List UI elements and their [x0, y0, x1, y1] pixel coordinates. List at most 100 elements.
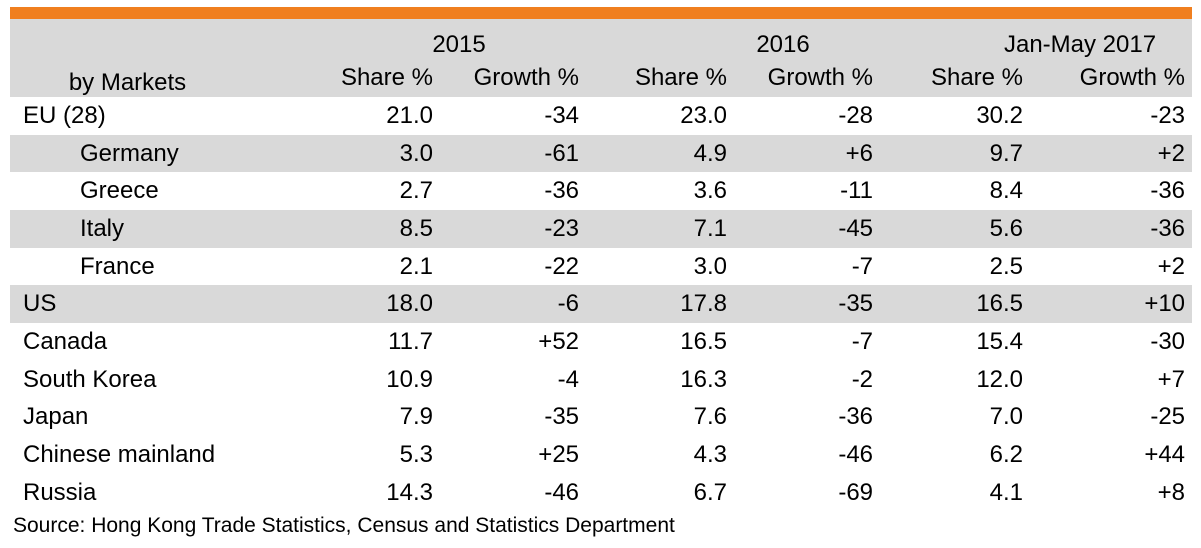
- share-2017: 6.2: [989, 441, 1024, 469]
- growth-2017: +8: [1157, 478, 1186, 506]
- table-header: by Markets 2015 2016 Jan-May 2017 Share …: [10, 19, 1193, 97]
- growth-2016: -2: [851, 365, 874, 393]
- share-2015: 2.7: [399, 177, 433, 205]
- market-name: EU (28): [23, 101, 106, 129]
- year-header-2017: Jan-May 2017: [1003, 31, 1157, 58]
- table-row: Chinese mainland 5.3 +25 4.3 -46 6.2 +44: [10, 436, 1192, 474]
- market-name: France: [80, 252, 155, 280]
- market-name: Greece: [80, 177, 159, 205]
- growth-header: Growth %: [473, 64, 580, 91]
- growth-2015: -22: [544, 252, 580, 280]
- growth-header: Growth %: [1079, 64, 1186, 91]
- share-2016: 17.8: [680, 290, 728, 318]
- share-2017: 4.1: [989, 478, 1024, 506]
- growth-2015: -36: [544, 177, 580, 205]
- growth-2016: +6: [845, 139, 874, 167]
- share-2017: 2.5: [989, 252, 1024, 280]
- market-name: South Korea: [23, 365, 157, 393]
- markets-header: by Markets: [68, 69, 187, 96]
- market-name: Russia: [23, 478, 97, 506]
- table-row: Russia 14.3 -46 6.7 -69 4.1 +8: [10, 474, 1192, 512]
- share-header: Share %: [930, 64, 1024, 91]
- growth-2016: -35: [838, 290, 874, 318]
- growth-2016: -45: [838, 214, 874, 242]
- table-row: EU (28) 21.0 -34 23.0 -28 30.2 -23: [10, 97, 1192, 135]
- share-2015: 8.5: [399, 214, 433, 242]
- share-2017: 30.2: [976, 101, 1024, 129]
- share-2016: 3.0: [693, 252, 728, 280]
- market-name: Germany: [80, 139, 179, 167]
- share-2016: 6.7: [693, 478, 728, 506]
- share-2016: 23.0: [680, 101, 728, 129]
- growth-2015: -6: [557, 290, 580, 318]
- growth-2016: -28: [838, 101, 874, 129]
- share-2017: 9.7: [989, 139, 1024, 167]
- table-row: Canada 11.7 +52 16.5 -7 15.4 -30: [10, 323, 1192, 361]
- share-2015: 21.0: [386, 101, 433, 129]
- table-row: US 18.0 -6 17.8 -35 16.5 +10: [10, 285, 1193, 324]
- share-2015: 14.3: [386, 478, 433, 506]
- growth-2016: -7: [851, 327, 874, 355]
- share-2016: 7.6: [693, 403, 728, 431]
- growth-2016: -36: [838, 403, 874, 431]
- header-row-years: by Markets 2015 2016 Jan-May 2017: [10, 19, 1193, 96]
- market-name: Canada: [23, 327, 108, 355]
- market-share-table: by Markets 2015 2016 Jan-May 2017 Share …: [10, 19, 1193, 512]
- year-header-2015: 2015: [432, 31, 486, 58]
- growth-2015: -35: [544, 403, 580, 431]
- share-header: Share %: [634, 64, 728, 91]
- share-2016: 4.9: [693, 139, 728, 167]
- share-2015: 11.7: [388, 327, 433, 355]
- table-row: France 2.1 -22 3.0 -7 2.5 +2: [10, 248, 1192, 286]
- growth-2017: +2: [1157, 139, 1186, 167]
- table-row: Greece 2.7 -36 3.6 -11 8.4 -36: [10, 172, 1192, 210]
- table-row: South Korea 10.9 -4 16.3 -2 12.0 +7: [10, 361, 1192, 399]
- table-row: Germany 3.0 -61 4.9 +6 9.7 +2: [10, 134, 1193, 173]
- share-2016: 3.6: [693, 177, 728, 205]
- growth-2017: +7: [1157, 365, 1186, 393]
- year-header-2016: 2016: [756, 31, 810, 58]
- share-2015: 2.1: [399, 252, 433, 280]
- share-2015: 18.0: [386, 290, 433, 318]
- table-body: EU (28) 21.0 -34 23.0 -28 30.2 -23 Germany 3.0 -6…: [10, 97, 1193, 512]
- growth-2017: -36: [1150, 177, 1186, 205]
- market-name: US: [23, 290, 57, 318]
- market-name: Italy: [80, 214, 125, 242]
- growth-2017: +10: [1144, 290, 1186, 318]
- share-2016: 7.1: [693, 214, 728, 242]
- share-2017: 16.5: [976, 290, 1024, 318]
- growth-2017: +2: [1157, 252, 1186, 280]
- market-name: Japan: [23, 403, 89, 431]
- growth-2016: -46: [838, 441, 874, 469]
- market-name: Chinese mainland: [23, 441, 216, 469]
- growth-header: Growth %: [767, 64, 874, 91]
- growth-2017: -36: [1150, 214, 1186, 242]
- growth-2017: -25: [1150, 403, 1186, 431]
- share-2017: 5.6: [989, 214, 1024, 242]
- share-2015: 3.0: [399, 139, 433, 167]
- share-2017: 7.0: [989, 403, 1024, 431]
- share-2017: 12.0: [976, 365, 1024, 393]
- growth-2016: -11: [840, 177, 874, 205]
- table-row: Italy 8.5 -23 7.1 -45 5.6 -36: [10, 210, 1193, 248]
- growth-2015: -4: [557, 365, 580, 393]
- share-2016: 16.3: [680, 365, 728, 393]
- share-2015: 7.9: [399, 403, 433, 431]
- growth-2017: -30: [1150, 327, 1186, 355]
- share-header: Share %: [340, 64, 433, 91]
- share-2017: 8.4: [989, 177, 1024, 205]
- growth-2017: -23: [1150, 101, 1186, 129]
- source-note: Source: Hong Kong Trade Statistics, Cens…: [13, 514, 675, 537]
- growth-2015: -46: [544, 478, 580, 506]
- share-2016: 16.5: [680, 327, 728, 355]
- growth-2015: -34: [544, 101, 580, 129]
- share-2017: 15.4: [976, 327, 1024, 355]
- growth-2015: +25: [538, 441, 580, 469]
- table-row: Japan 7.9 -35 7.6 -36 7.0 -25: [10, 399, 1192, 437]
- accent-bar: [10, 7, 1192, 19]
- share-2015: 10.9: [386, 365, 433, 393]
- share-2015: 5.3: [399, 441, 433, 469]
- growth-2016: -7: [851, 252, 874, 280]
- growth-2017: +44: [1144, 441, 1186, 469]
